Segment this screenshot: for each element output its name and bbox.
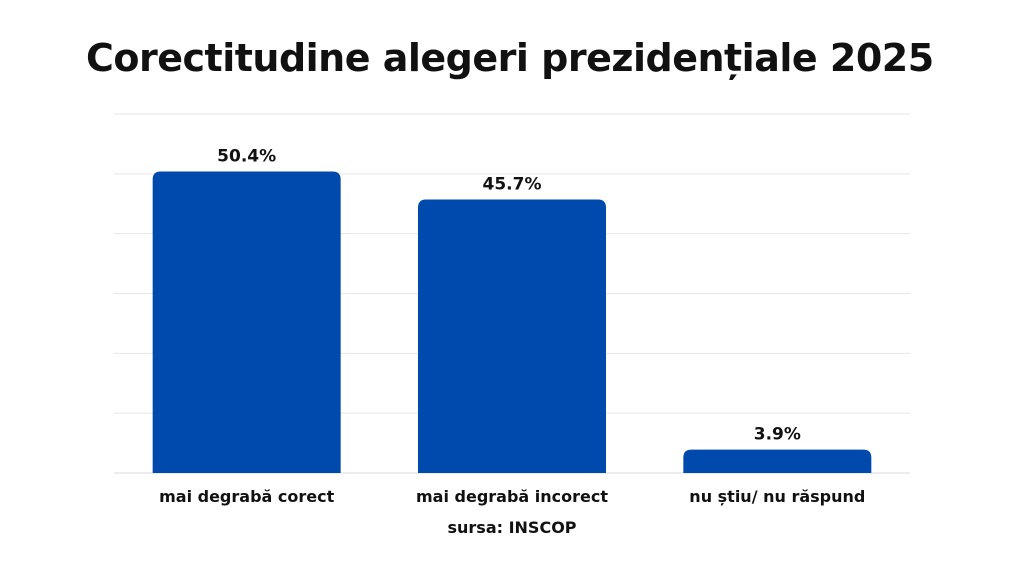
data-label: 3.9% [754, 425, 801, 445]
category-label: mai degrabă incorect [416, 487, 608, 506]
data-label: 45.7% [483, 175, 542, 195]
bar-1 [152, 171, 341, 473]
bar-2 [418, 199, 606, 474]
data-label: 50.4% [217, 146, 276, 166]
category-label: mai degrabă corect [159, 487, 334, 506]
chart-title: Corectitudine alegeri prezidențiale 2025 [86, 36, 934, 80]
category-label: nu știu/ nu răspund [689, 487, 865, 506]
source-note: sursa: INSCOP [447, 518, 577, 537]
bar-3 [683, 449, 872, 473]
